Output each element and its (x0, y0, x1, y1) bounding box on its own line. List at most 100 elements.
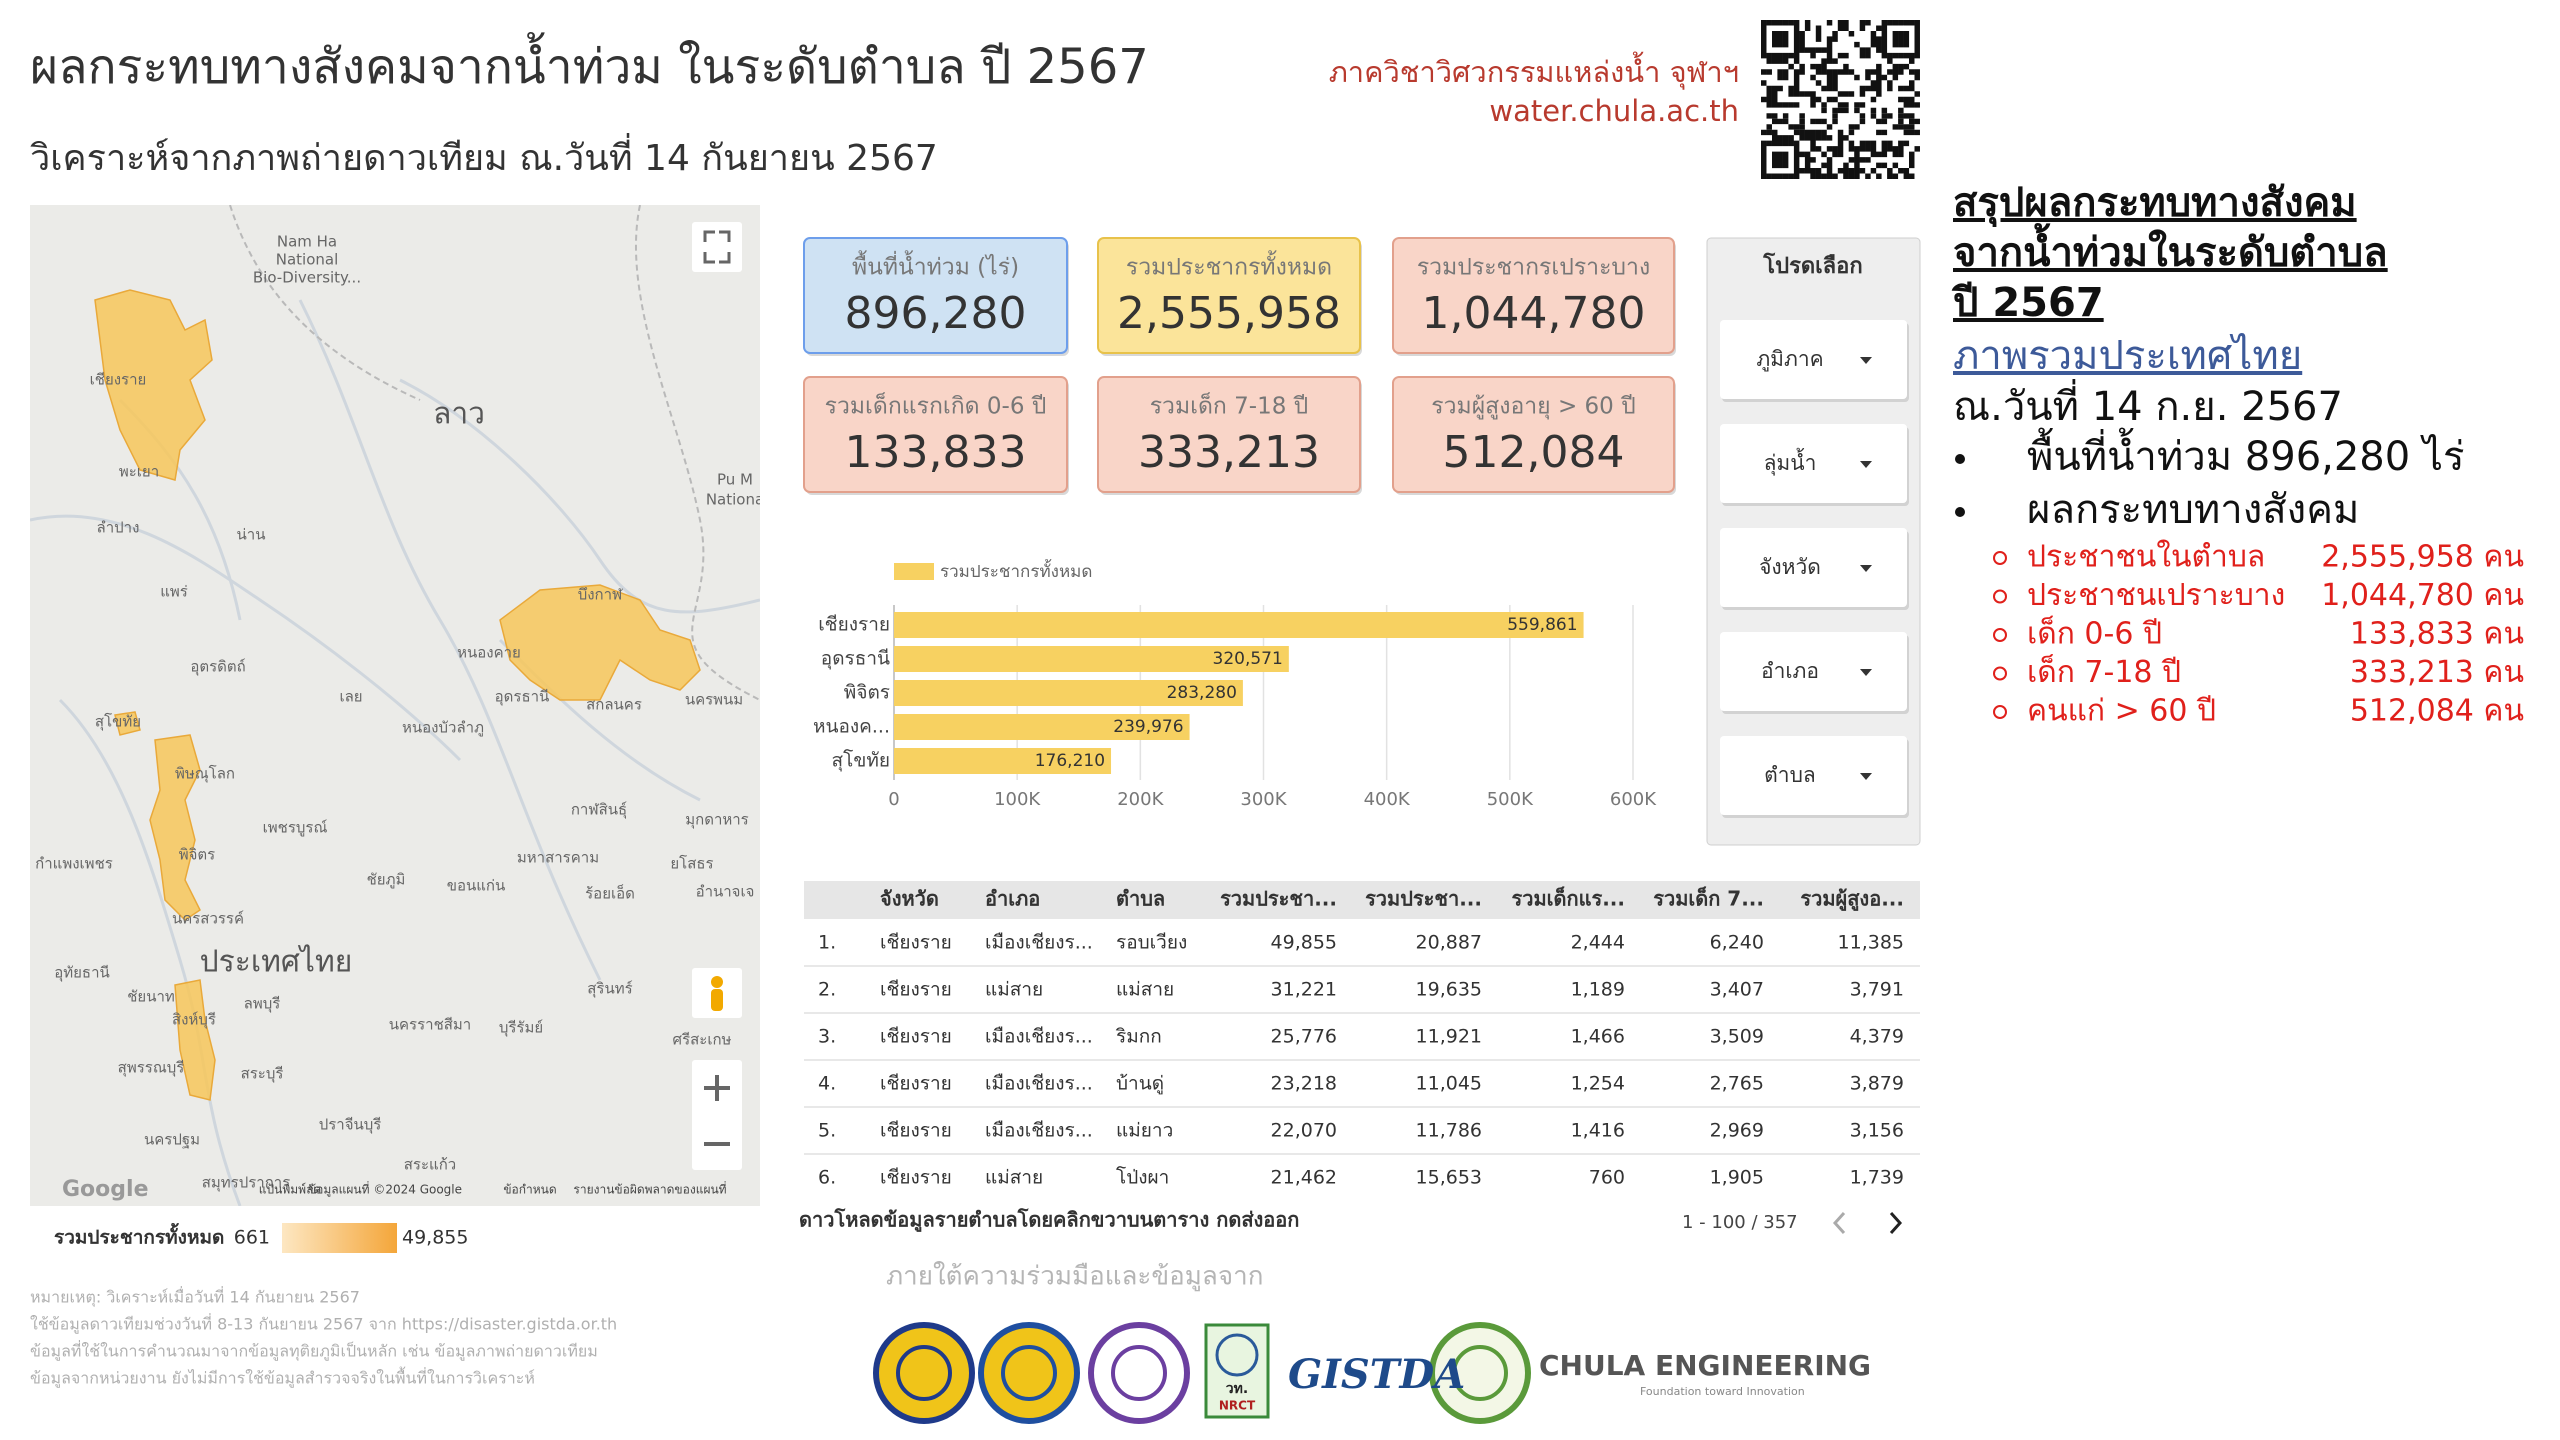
map-label: ชัยภูมิ (367, 871, 406, 889)
table-header: รวมประชา... (1220, 887, 1337, 911)
nrct-logo (1204, 1323, 1270, 1419)
table-cell: 1,905 (1710, 1167, 1764, 1189)
map-legend-title: รวมประชากรทั้งหมด (54, 1223, 224, 1249)
impact-label: เด็ก 7-18 ปี (2027, 653, 2181, 690)
map-legend-gradient (282, 1223, 397, 1253)
table-header: อำเภอ (985, 887, 1040, 911)
map-label: Nationa (706, 491, 764, 509)
impact-value: 1,044,780 คน (2321, 578, 2524, 613)
bar-value-label: 320,571 (1213, 649, 1283, 669)
filter-option[interactable]: อำเภอ (1761, 659, 1819, 683)
table-cell: 49,855 (1271, 932, 1337, 954)
logo-text: GISTDA (1288, 1351, 1465, 1398)
map-label: Bio-Diversity... (253, 269, 361, 287)
map-attribution: ข้อมูลแผนที่ ©2024 Google (308, 1181, 462, 1198)
legend-label: รวมประชากรทั้งหมด (940, 559, 1092, 582)
kpi-value: 133,833 (845, 427, 1027, 478)
kpi-label: รวมผู้สูงอายุ > 60 ปี (1431, 394, 1635, 420)
map-label: ศรีสะเกษ (673, 1031, 732, 1049)
partner-logo-inner (1452, 1345, 1508, 1401)
impact-label: ประชาชนในตำบล (2027, 540, 2265, 575)
org-name: ภาควิชาวิศวกรรมแหล่งน้ำ จุฬาฯ (1329, 51, 1739, 90)
summary-title: จากน้ำท่วมในระดับตำบล (1953, 223, 2388, 276)
table-header: รวมเด็กแร... (1511, 886, 1625, 911)
filter-option[interactable]: ตำบล (1764, 763, 1816, 787)
fullscreen-button[interactable] (692, 222, 742, 272)
table-cell: เชียงราย (880, 932, 952, 954)
dropdown-caret (1860, 461, 1872, 468)
table-header-bg (804, 881, 1920, 919)
y-tick-label: สุโขทัย (832, 749, 890, 773)
table-cell: 21,462 (1271, 1167, 1337, 1189)
filter-dropdown[interactable] (1720, 736, 1907, 815)
table-cell: 25,776 (1271, 1026, 1337, 1048)
kpi-label: รวมประชากรทั้งหมด (1126, 251, 1332, 281)
kpi-label: รวมเด็กแรกเกิด 0-6 ปี (825, 391, 1047, 420)
map-legend-max: 49,855 (402, 1227, 468, 1249)
dropdown-caret (1860, 565, 1872, 572)
kpi-label: รวมเด็ก 7-18 ปี (1150, 391, 1309, 420)
filter-dropdown[interactable] (1720, 632, 1907, 711)
filter-dropdown[interactable] (1720, 320, 1907, 399)
table-cell: 31,221 (1271, 979, 1337, 1001)
map-river (298, 299, 602, 981)
dropdown-caret (1860, 773, 1872, 780)
table-cell: 4,379 (1850, 1026, 1904, 1048)
kpi-value: 512,084 (1443, 427, 1625, 478)
summary-title: สรุปผลกระทบทางสังคม (1953, 180, 2357, 228)
map-label: Pu M (717, 471, 753, 489)
map-label: ขอนแก่น (447, 877, 506, 895)
bar (894, 714, 1190, 740)
kpi-card (1097, 237, 1361, 354)
impact-label: ประชาชนเปราะบาง (2027, 578, 2285, 613)
map-label: สุพรรณบุรี (118, 1059, 185, 1078)
map-border (229, 205, 421, 401)
table-cell: เชียงราย (880, 1026, 952, 1048)
map-label: ลำปาง (97, 519, 140, 537)
partner-logo-inner (1001, 1345, 1057, 1401)
summary-bullet: ผลกระทบทางสังคม (2027, 487, 2359, 533)
map-label: พิจิตร (179, 846, 215, 864)
map-attribution: แป้นพิมพ์ลัด (259, 1183, 321, 1197)
map-label: Nam Ha (277, 233, 337, 251)
flood-area (174, 979, 216, 1101)
zoom-icons (704, 1075, 730, 1146)
filter-dropdown[interactable] (1720, 424, 1907, 503)
summary-bullet: พื้นที่น้ำท่วม 896,280 ไร่ (2027, 427, 2465, 480)
table-header: จังหวัด (880, 887, 939, 911)
kpi-value: 333,213 (1138, 427, 1320, 478)
table-cell: 11,385 (1838, 932, 1904, 954)
map-label: พะเยา (119, 463, 159, 481)
table-cell: 11,921 (1416, 1026, 1482, 1048)
table-header: รวมเด็ก 7... (1653, 886, 1764, 911)
map-attribution: รายงานข้อผิดพลาดของแผนที่ (573, 1181, 726, 1197)
prev-page[interactable] (1832, 1211, 1846, 1235)
x-tick-label: 300K (1240, 789, 1287, 810)
filter-option[interactable]: ลุ่มน้ำ (1764, 448, 1817, 476)
map-label: บึงกาฬ (578, 586, 623, 604)
filter-option[interactable]: จังหวัด (1759, 555, 1821, 579)
table-cell: เชียงราย (880, 1120, 952, 1142)
flood-area (94, 289, 213, 481)
table-cell: แม่ยาว (1116, 1120, 1173, 1142)
map-legend-min: 661 (234, 1227, 270, 1249)
x-tick-label: 200K (1117, 789, 1164, 810)
partner-logo (1088, 1322, 1190, 1424)
row-index: 5. (818, 1120, 836, 1142)
sub-bullet (1993, 666, 2007, 681)
table-footer-note: ดาวโหลดข้อมูลรายตำบลโดยคลิกขวาบนตาราง กด… (799, 1208, 1299, 1234)
filter-option[interactable]: ภูมิภาค (1756, 347, 1823, 372)
map-label: เชียงราย (90, 371, 147, 389)
pegman-head (711, 976, 723, 988)
map-label: บุรีรัมย์ (499, 1019, 543, 1038)
filter-dropdown[interactable] (1720, 528, 1907, 607)
partner-logo (873, 1322, 975, 1424)
pagination: 1 - 100 / 357 (1682, 1212, 1798, 1233)
region-link[interactable]: ภาพรวมประเทศไทย (1953, 333, 2302, 379)
table-cell: 15,653 (1416, 1167, 1482, 1189)
next-page[interactable] (1889, 1211, 1903, 1235)
table-cell: 3,509 (1710, 1026, 1764, 1048)
sub-bullet (1993, 628, 2007, 642)
map-label: ยโสธร (670, 855, 713, 873)
